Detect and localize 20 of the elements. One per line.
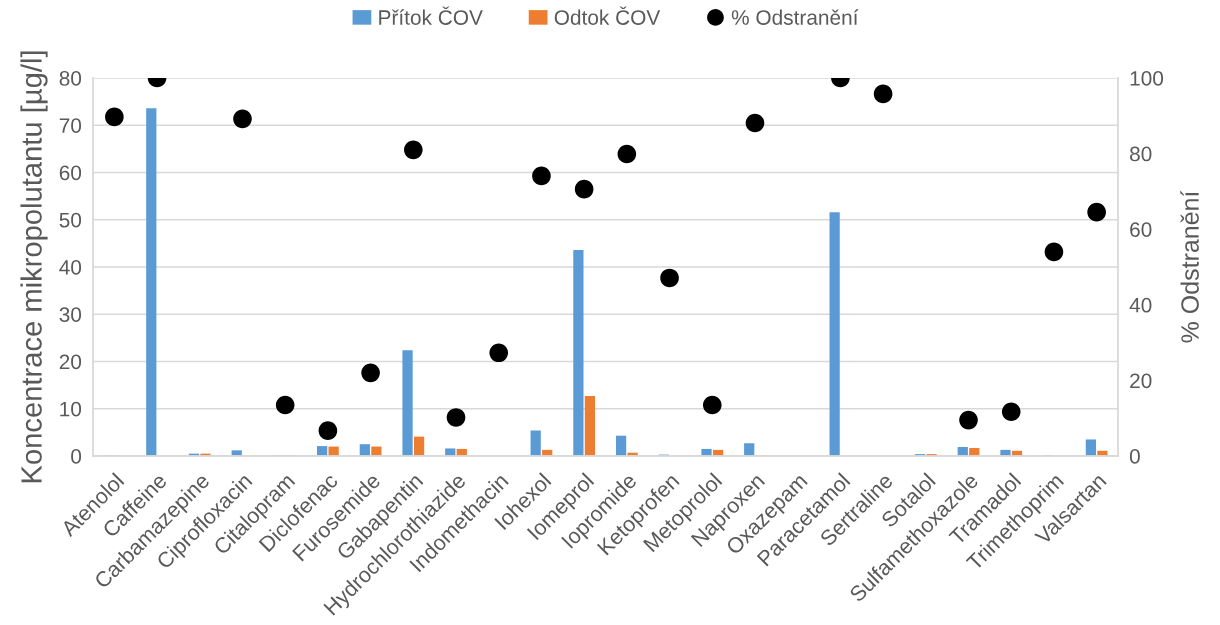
y2-tick-label: 60 <box>1130 222 1152 237</box>
y-tick-label: 0 <box>71 449 82 464</box>
y2-tick-label: 40 <box>1129 297 1152 313</box>
y-tick-label: 80 <box>59 71 82 86</box>
y2-tick-label: 80 <box>1130 146 1152 162</box>
y2-tick-label: 20 <box>1130 373 1152 389</box>
y-tick-label: 10 <box>60 401 82 417</box>
legend-label: Přítok ČOV <box>379 6 483 25</box>
y2-tick-label: 0 <box>1129 449 1140 464</box>
y-tick-label: 50 <box>59 212 82 228</box>
y-tick-label: 70 <box>59 118 82 133</box>
y-tick-label: 40 <box>59 260 82 275</box>
y2-axis-title: % Odstranění <box>1180 190 1199 343</box>
y-axis-title: Koncentrace mikropolutantu [µg/l] <box>20 51 48 483</box>
y-tick-label: 20 <box>59 354 82 370</box>
y2-tick-label: 100 <box>1130 71 1164 86</box>
legend-label: % Odstranění <box>731 9 859 25</box>
legend-label: Odtok ČOV <box>554 6 661 25</box>
y-tick-label: 60 <box>59 165 82 181</box>
y-tick-label: 30 <box>59 307 82 322</box>
